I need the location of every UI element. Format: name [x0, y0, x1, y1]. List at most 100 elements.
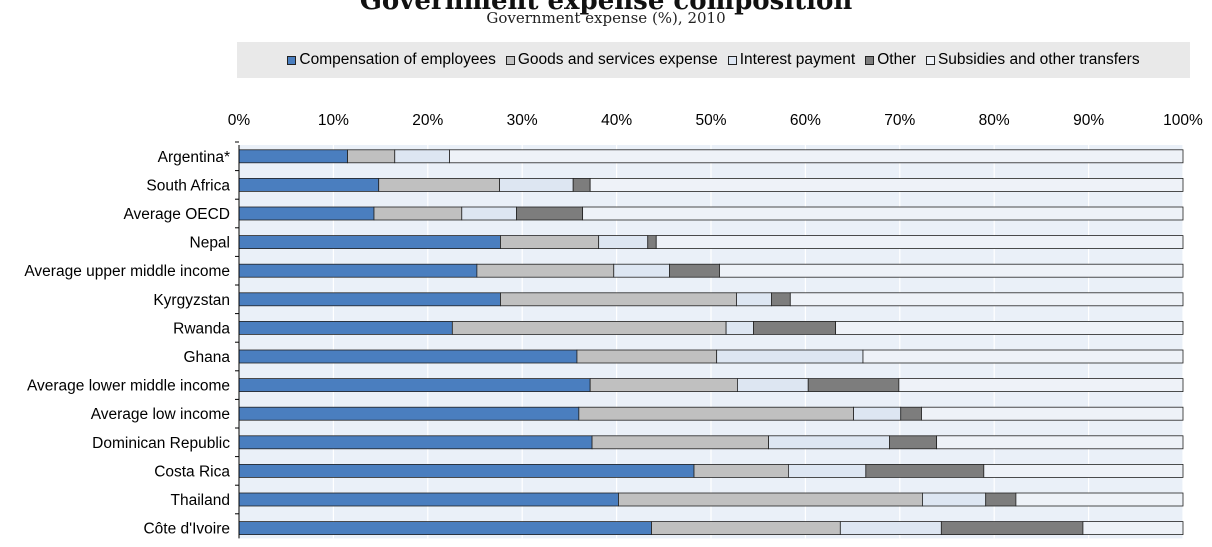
bar-segment-other: [807, 378, 900, 393]
bar-segment-goods: [591, 435, 769, 450]
bar-segment-compensation: [238, 406, 580, 421]
legend-label-subsidies: Subsidies and other transfers: [937, 51, 1140, 68]
x-tick-label: 100%: [1163, 112, 1203, 129]
bar-segment-compensation: [238, 463, 695, 478]
bar-segment-compensation: [238, 177, 380, 192]
bar-segment-other: [669, 263, 720, 278]
category-label: Argentina*: [158, 149, 230, 166]
bar-segment-compensation: [238, 206, 375, 221]
chart-legend: Compensation of employees Goods and serv…: [237, 42, 1190, 78]
x-tick-label: 40%: [601, 112, 632, 129]
bar-segment-goods: [451, 320, 727, 335]
legend-label-interest: Interest payment: [739, 51, 856, 68]
bar-segment-interest: [853, 406, 902, 421]
bar-segment-interest: [788, 463, 867, 478]
bar-segment-interest: [598, 235, 649, 250]
bar-segment-interest: [768, 435, 890, 450]
category-label: Thailand: [171, 492, 230, 509]
chart-title: Government expense composition: [359, 0, 853, 16]
bar-segment-goods: [373, 206, 463, 221]
bar-segment-compensation: [238, 378, 591, 393]
legend-label-compensation: Compensation of employees: [299, 51, 496, 68]
bar-segment-interest: [725, 320, 754, 335]
bar-segment-goods: [578, 406, 854, 421]
bar-segment-goods: [500, 235, 600, 250]
category-label: Average upper middle income: [24, 263, 230, 280]
bar-segment-goods: [651, 521, 841, 535]
bar-segment-other: [865, 463, 985, 478]
bar-segment-other: [516, 206, 584, 221]
legend-label-goods: Goods and services expense: [517, 51, 718, 68]
bar-segment-interest: [613, 263, 670, 278]
bar-segment-compensation: [238, 521, 652, 535]
bar-segment-subsidies: [582, 206, 1184, 221]
bar-segment-other: [900, 406, 922, 421]
bar-segment-subsidies: [835, 320, 1184, 335]
x-tick-label: 70%: [884, 112, 915, 129]
bar-segment-other: [647, 235, 657, 250]
bar-segment-compensation: [238, 320, 453, 335]
category-label: Ghana: [183, 349, 230, 366]
category-label: Average OECD: [123, 206, 230, 223]
bar-segment-goods: [576, 349, 718, 364]
bar-segment-other: [889, 435, 938, 450]
bar-segment-interest: [394, 149, 450, 164]
x-tick-label: 80%: [979, 112, 1010, 129]
legend-item-compensation: Compensation of employees: [287, 51, 496, 69]
bar-segment-subsidies: [862, 349, 1184, 364]
bar-segment-compensation: [238, 492, 619, 507]
legend-swatch-other: [865, 55, 875, 65]
x-tick-label: 10%: [318, 112, 349, 129]
category-label: Average low income: [91, 406, 230, 423]
bar-segment-interest: [716, 349, 864, 364]
bar-segment-goods: [589, 378, 738, 393]
bar-segment-interest: [736, 292, 772, 307]
bar-segment-other: [985, 492, 1017, 507]
category-label: Côte d'Ivoire: [143, 521, 230, 538]
bar-segment-interest: [737, 378, 809, 393]
bar-segment-subsidies: [921, 406, 1184, 421]
bar-segment-goods: [500, 292, 737, 307]
legend-item-interest: Interest payment: [727, 51, 856, 69]
legend-swatch-interest: [727, 55, 737, 65]
bar-segment-compensation: [238, 235, 501, 250]
category-label: Nepal: [190, 235, 231, 252]
bar-segment-subsidies: [789, 292, 1184, 307]
x-tick-label: 90%: [1073, 112, 1104, 129]
bar-segment-compensation: [238, 149, 348, 164]
legend-swatch-subsidies: [925, 55, 935, 65]
category-label: South Africa: [146, 177, 230, 194]
bar-segment-subsidies: [655, 235, 1184, 250]
category-label: Rwanda: [173, 320, 230, 337]
bar-segment-goods: [618, 492, 923, 507]
bar-segment-subsidies: [719, 263, 1184, 278]
legend-item-goods: Goods and services expense: [505, 51, 718, 69]
bar-segment-goods: [378, 177, 500, 192]
x-tick-label: 20%: [412, 112, 443, 129]
bar-segment-compensation: [238, 263, 478, 278]
category-label: Average lower middle income: [27, 378, 230, 395]
bar-segment-compensation: [238, 292, 501, 307]
x-tick-label: 0%: [228, 112, 251, 129]
bar-segment-compensation: [238, 349, 578, 364]
x-tick-label: 50%: [695, 112, 726, 129]
bar-segment-subsidies: [589, 177, 1184, 192]
bar-segment-other: [753, 320, 837, 335]
bar-segment-subsidies: [1015, 492, 1184, 507]
x-tick-label: 30%: [507, 112, 538, 129]
bar-segment-other: [572, 177, 591, 192]
legend-swatch-compensation: [287, 55, 297, 65]
bar-segment-interest: [461, 206, 517, 221]
bar-segment-goods: [476, 263, 615, 278]
bar-segment-compensation: [238, 435, 593, 450]
bar-segment-subsidies: [898, 378, 1184, 393]
bar-segment-goods: [347, 149, 396, 164]
chart-subtitle: Government expense (%), 2010: [486, 9, 726, 27]
x-tick-label: 60%: [790, 112, 821, 129]
legend-item-other: Other: [865, 51, 916, 69]
legend-label-other: Other: [877, 51, 916, 68]
bar-segment-subsidies: [1082, 521, 1184, 535]
bar-segment-subsidies: [936, 435, 1184, 450]
legend-swatch-goods: [505, 55, 515, 65]
